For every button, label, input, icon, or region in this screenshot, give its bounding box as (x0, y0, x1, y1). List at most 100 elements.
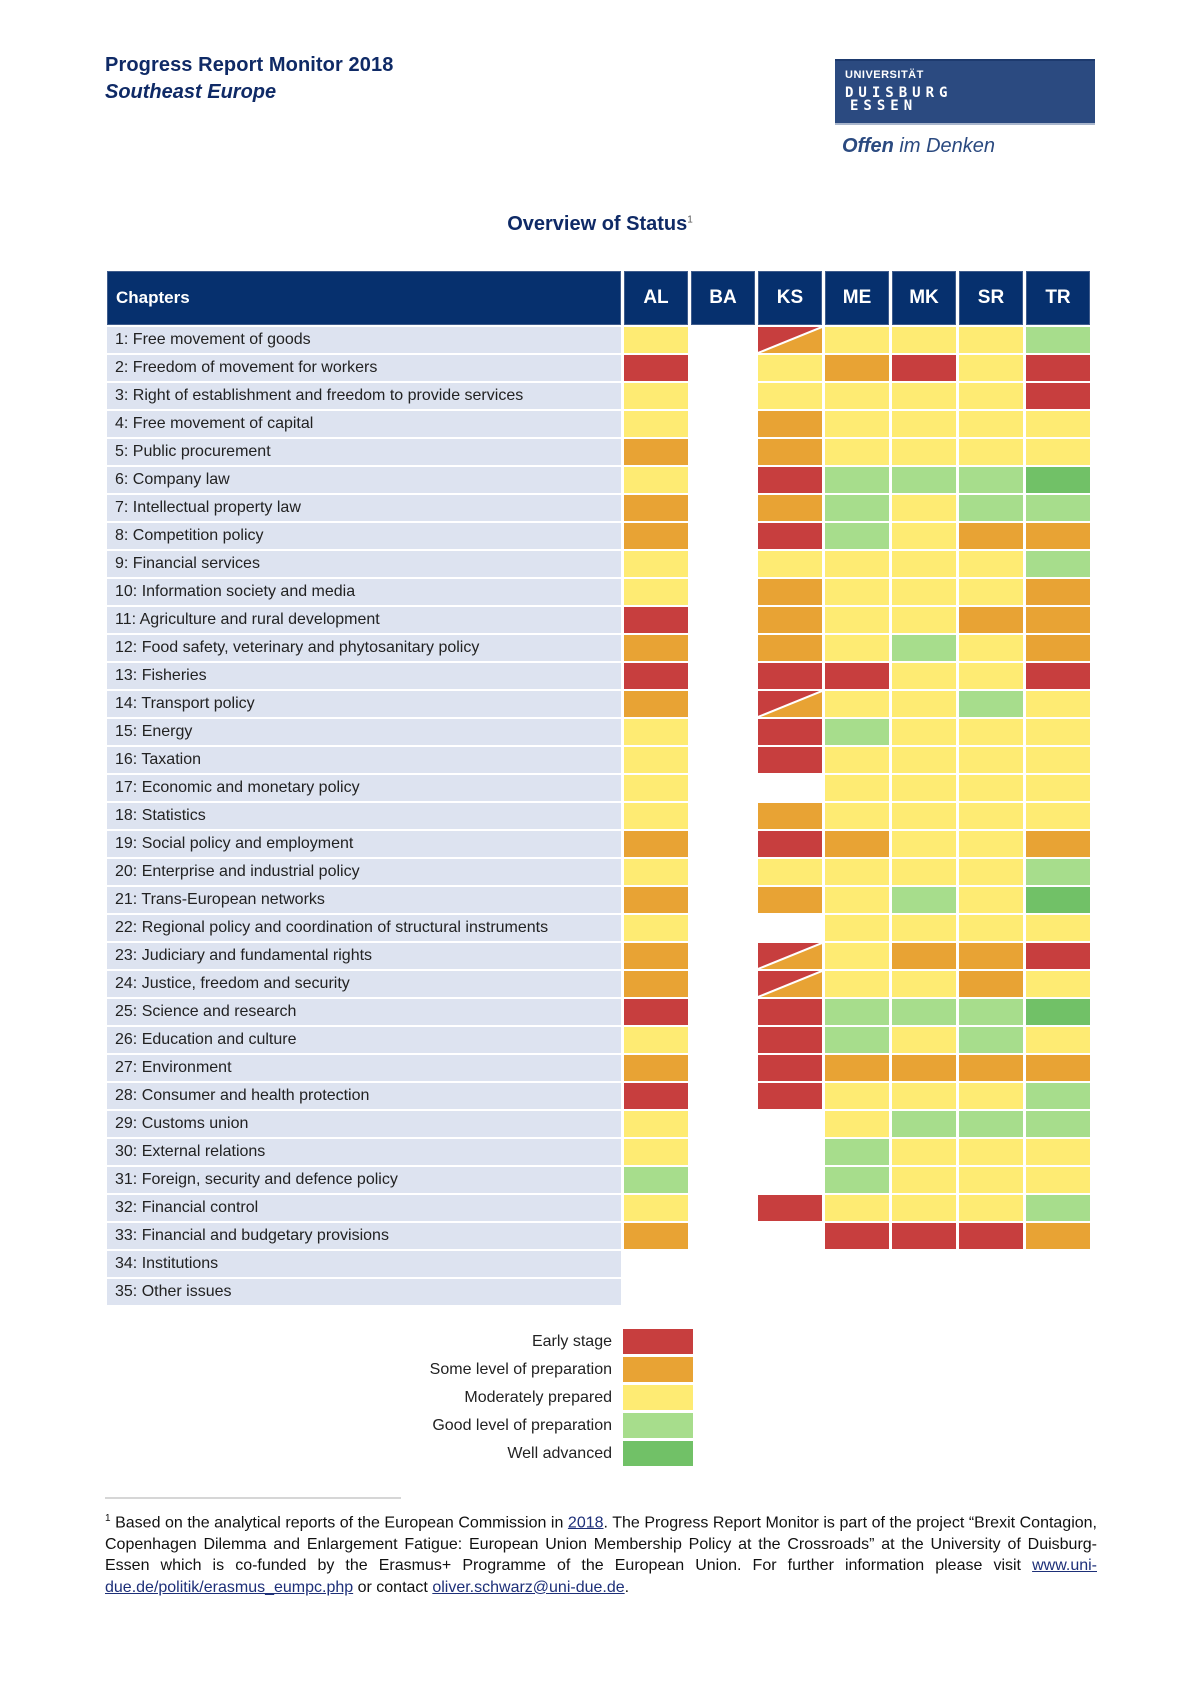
legend-label-moderate: Moderately prepared (464, 1389, 612, 1406)
link-contact-email[interactable]: oliver.schwarz@uni-due.de (432, 1578, 625, 1596)
status-cell-al (624, 1111, 688, 1137)
status-cell-sr (959, 1223, 1023, 1249)
legend-label-early: Early stage (531, 1333, 612, 1350)
chapter-label: 10: Information society and media (107, 579, 621, 605)
footnote-reference[interactable]: 1 (687, 214, 693, 226)
chapter-label: 32: Financial control (107, 1195, 621, 1221)
status-cell-me (825, 383, 889, 409)
chapter-label: 33: Financial and budgetary provisions (107, 1223, 621, 1249)
legend-label-good: Good level of preparation (432, 1417, 612, 1434)
status-cell-me (825, 1223, 889, 1249)
status-cell-sr (959, 999, 1023, 1025)
status-cell-ks (758, 999, 822, 1025)
status-cell-me (825, 915, 889, 941)
footnote-text-3: or contact (353, 1578, 433, 1596)
status-cell-mk (892, 523, 956, 549)
status-cell-mk (892, 1167, 956, 1193)
status-cell-ks (758, 327, 822, 353)
logo-tagline: Offen im Denken (842, 135, 995, 158)
status-cell-me (825, 971, 889, 997)
status-cell-mk (892, 551, 956, 577)
link-project-website[interactable]: www.uni-due.de/politik/erasmus_eumpc.php (105, 1557, 1097, 1596)
status-cell-ks (758, 1027, 822, 1053)
status-cell-sr (959, 327, 1023, 353)
status-cell-al (624, 1167, 688, 1193)
status-cell-tr (1026, 775, 1090, 801)
status-cell-ks (758, 719, 822, 745)
chapter-label: 21: Trans-European networks (107, 887, 621, 913)
status-cell-me (825, 999, 889, 1025)
chapter-label: 3: Right of establishment and freedom to… (107, 383, 621, 409)
status-cell-sr (959, 411, 1023, 437)
status-cell-tr (1026, 803, 1090, 829)
footnote: 1 Based on the analytical reports of the… (105, 1508, 1097, 1598)
tagline-rest: im Denken (893, 135, 996, 157)
status-cell-tr (1026, 831, 1090, 857)
status-cell-tr (1026, 859, 1090, 885)
status-cell-al (624, 383, 688, 409)
status-cell-mk (892, 411, 956, 437)
status-cell-sr (959, 383, 1023, 409)
status-cell-me (825, 551, 889, 577)
status-cell-ks (758, 411, 822, 437)
split-divider (758, 971, 822, 997)
status-cell-al (624, 1223, 688, 1249)
chapter-label: 4: Free movement of capital (107, 411, 621, 437)
status-cell-al (624, 439, 688, 465)
status-cell-me (825, 719, 889, 745)
status-cell-me (825, 579, 889, 605)
status-cell-tr (1026, 467, 1090, 493)
status-cell-ks (758, 663, 822, 689)
status-cell-tr (1026, 635, 1090, 661)
status-cell-me (825, 943, 889, 969)
status-cell-mk (892, 943, 956, 969)
status-cell-ks (758, 467, 822, 493)
chapter-label: 27: Environment (107, 1055, 621, 1081)
status-cell-al (624, 859, 688, 885)
status-cell-sr (959, 1055, 1023, 1081)
status-cell-sr (959, 467, 1023, 493)
chapter-label: 20: Enterprise and industrial policy (107, 859, 621, 885)
status-cell-sr (959, 439, 1023, 465)
status-cell-me (825, 467, 889, 493)
status-cell-mk (892, 495, 956, 521)
footnote-mark: 1 (105, 1513, 111, 1524)
status-cell-mk (892, 579, 956, 605)
status-cell-al (624, 1195, 688, 1221)
status-cell-al (624, 775, 688, 801)
chapter-label: 22: Regional policy and coordination of … (107, 915, 621, 941)
status-cell-al (624, 719, 688, 745)
link-2018-reports[interactable]: 2018 (567, 1514, 604, 1532)
section-title-text: Overview of Status (507, 213, 688, 235)
column-header-ks: KS (758, 271, 822, 325)
status-cell-tr (1026, 887, 1090, 913)
status-cell-me (825, 775, 889, 801)
status-cell-al (624, 1027, 688, 1053)
chapter-label: 5: Public procurement (107, 439, 621, 465)
status-cell-me (825, 887, 889, 913)
chapter-label: 26: Education and culture (107, 1027, 621, 1053)
chapter-label: 19: Social policy and employment (107, 831, 621, 857)
status-cell-tr (1026, 495, 1090, 521)
chapter-label: 24: Justice, freedom and security (107, 971, 621, 997)
status-cell-mk (892, 887, 956, 913)
status-cell-ks (758, 579, 822, 605)
status-cell-tr (1026, 355, 1090, 381)
status-cell-ks (758, 1055, 822, 1081)
status-cell-mk (892, 1223, 956, 1249)
status-cell-sr (959, 859, 1023, 885)
status-cell-al (624, 551, 688, 577)
status-cell-mk (892, 355, 956, 381)
status-cell-me (825, 663, 889, 689)
status-cell-mk (892, 831, 956, 857)
chapter-label: 15: Energy (107, 719, 621, 745)
section-title: Overview of Status1 (0, 213, 1200, 236)
status-cell-me (825, 439, 889, 465)
status-cell-me (825, 635, 889, 661)
status-cell-tr (1026, 943, 1090, 969)
status-cell-sr (959, 915, 1023, 941)
status-cell-ks (758, 495, 822, 521)
footnote-text-2: . The Progress Report Monitor is part of… (105, 1514, 1098, 1575)
status-cell-me (825, 1195, 889, 1221)
status-cell-al (624, 635, 688, 661)
